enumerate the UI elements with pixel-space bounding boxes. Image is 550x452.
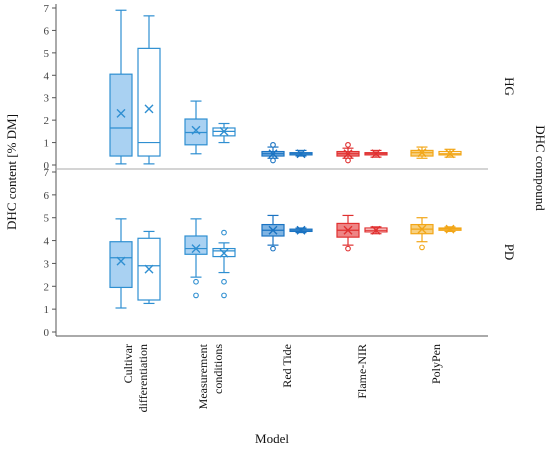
- category-label: Cultivardifferentiation: [121, 344, 150, 412]
- x-axis-title: Model: [255, 431, 289, 446]
- plot-area: 0 1 2 3 4 5 6 7 HG 0 1 2 3 4 5 6 7 PD Cultivardifferentiat…: [44, 3, 518, 412]
- mean-marker: [144, 104, 154, 114]
- outlier-point: [193, 278, 199, 285]
- y-tick-label: 7: [44, 3, 50, 15]
- box-pd-2-open: [289, 225, 313, 235]
- facet-title: DHC compound: [533, 125, 548, 211]
- y-tick-label: 4: [44, 70, 50, 82]
- outlier-point: [270, 141, 276, 148]
- y-tick-label: 3: [44, 258, 50, 270]
- category-label-line: conditions: [211, 344, 225, 394]
- box-hg-2-filled: [261, 141, 285, 164]
- y-tick-label: 1: [44, 304, 50, 316]
- outlier-point: [345, 245, 351, 252]
- panel-label-hg: HG: [502, 77, 517, 96]
- mean-marker: [144, 264, 154, 274]
- y-tick-label: 5: [44, 213, 50, 225]
- box-iqr: [109, 73, 133, 157]
- outlier-point: [345, 157, 351, 164]
- category-label: PolyPen: [429, 344, 443, 384]
- category-label-line: differentiation: [136, 344, 150, 412]
- y-tick-label: 5: [44, 48, 50, 60]
- box-pd-4-open: [438, 224, 462, 234]
- box-hg-4-filled: [410, 146, 434, 159]
- category-label: Flame-NIR: [355, 344, 369, 399]
- category-label-line: Flame-NIR: [355, 344, 369, 399]
- outlier-point: [221, 278, 227, 285]
- mean-marker: [219, 126, 229, 136]
- y-tick-label: 6: [44, 190, 50, 202]
- mean-marker: [417, 224, 427, 234]
- y-tick-label: 1: [44, 138, 50, 150]
- box-hg-0-open: [137, 15, 161, 165]
- category-label-line: Measurement: [196, 343, 210, 409]
- box-hg-3-filled: [336, 141, 360, 164]
- category-label-line: Cultivar: [121, 344, 135, 383]
- y-tick-label: 2: [44, 281, 50, 293]
- outlier-point: [270, 245, 276, 252]
- mean-marker: [417, 148, 427, 158]
- mean-marker: [343, 149, 353, 159]
- box-hg-4-open: [438, 148, 462, 159]
- box-iqr: [184, 235, 208, 255]
- y-tick-label: 7: [44, 167, 50, 179]
- y-tick-label: 0: [44, 160, 50, 172]
- mean-marker: [371, 149, 381, 159]
- y-tick-label: 3: [44, 93, 50, 105]
- box-pd-0-filled: [109, 218, 133, 309]
- mean-marker: [371, 225, 381, 235]
- box-iqr: [137, 47, 161, 157]
- y-tick-label: 6: [44, 25, 50, 37]
- mean-marker: [116, 256, 126, 266]
- box-pd-3-filled: [336, 214, 360, 252]
- box-pd-3-open: [364, 225, 388, 235]
- outlier-point: [221, 292, 227, 299]
- y-tick-label: 0: [44, 327, 50, 339]
- mean-marker: [445, 149, 455, 159]
- box-iqr: [109, 241, 133, 289]
- mean-marker: [191, 244, 201, 254]
- category-label-line: Red Tide: [280, 344, 294, 388]
- box-pd-1-open: [212, 229, 236, 299]
- y-tick-label: 4: [44, 236, 50, 248]
- outlier-point: [270, 157, 276, 164]
- mean-marker: [116, 108, 126, 118]
- box-hg-3-open: [364, 149, 388, 159]
- outlier-point: [345, 141, 351, 148]
- box-pd-0-open: [137, 230, 161, 305]
- category-label-line: PolyPen: [429, 344, 443, 384]
- panel-label-pd: PD: [502, 244, 517, 261]
- category-label: Measurementconditions: [196, 343, 225, 409]
- mean-marker: [445, 224, 455, 234]
- box-pd-2-filled: [261, 214, 285, 252]
- mean-marker: [219, 248, 229, 258]
- box-pd-4-filled: [410, 217, 434, 251]
- mean-marker: [343, 225, 353, 235]
- mean-marker: [268, 225, 278, 235]
- y-axis-title: DHC content [% DM]: [4, 114, 19, 230]
- mean-marker: [296, 149, 306, 159]
- outlier-point: [419, 244, 425, 251]
- box-hg-0-filled: [109, 9, 133, 165]
- outlier-point: [221, 229, 227, 236]
- mean-marker: [268, 149, 278, 159]
- outlier-point: [193, 292, 199, 299]
- box-pd-1-filled: [184, 218, 208, 299]
- mean-marker: [296, 225, 306, 235]
- mean-marker: [191, 125, 201, 135]
- box-hg-1-filled: [184, 100, 208, 155]
- box-hg-1-open: [212, 122, 236, 144]
- box-hg-2-open: [289, 149, 313, 159]
- y-tick-label: 2: [44, 115, 50, 127]
- category-label: Red Tide: [280, 344, 294, 388]
